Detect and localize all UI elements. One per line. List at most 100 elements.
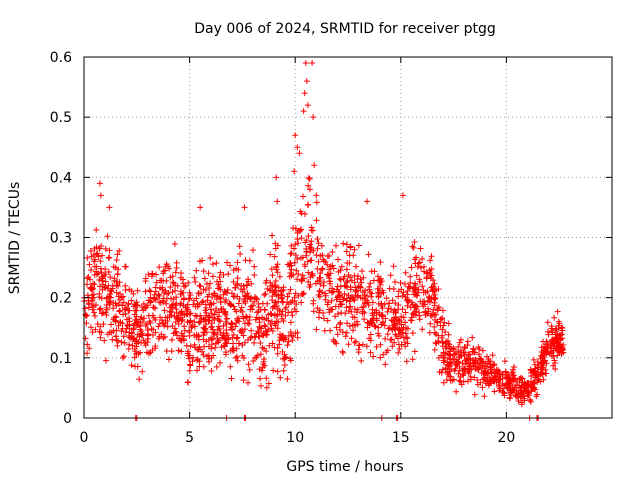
data-point — [119, 354, 126, 361]
data-point — [126, 318, 133, 325]
data-point — [305, 232, 312, 239]
data-point — [90, 309, 97, 316]
data-point — [156, 264, 163, 271]
data-point — [338, 263, 345, 270]
data-point — [307, 281, 314, 288]
data-point — [90, 280, 97, 287]
data-point — [270, 367, 277, 374]
data-point — [97, 323, 104, 330]
data-point — [336, 321, 343, 328]
data-point — [501, 390, 508, 397]
data-point — [146, 287, 153, 294]
outlier-point — [294, 144, 301, 151]
data-point — [357, 276, 364, 283]
data-point — [259, 344, 266, 351]
data-point — [352, 288, 359, 295]
chart-title: Day 006 of 2024, SRMTID for receiver ptg… — [194, 21, 496, 37]
data-point — [345, 292, 352, 299]
data-point — [348, 277, 355, 284]
data-point — [87, 247, 94, 254]
data-point — [337, 267, 344, 274]
data-point — [256, 319, 263, 326]
data-point — [354, 293, 361, 300]
data-point — [234, 259, 241, 266]
data-point — [192, 278, 199, 285]
data-point — [478, 356, 485, 363]
data-point — [403, 358, 410, 365]
data-point — [262, 290, 269, 297]
outlier-point — [97, 192, 104, 199]
data-point — [169, 279, 176, 286]
data-point — [91, 263, 98, 270]
outlier-point — [273, 174, 280, 181]
data-point — [167, 274, 174, 281]
data-point — [220, 322, 227, 329]
data-point — [471, 374, 478, 381]
data-point — [246, 257, 253, 264]
data-point — [315, 240, 322, 247]
data-point — [276, 307, 283, 314]
data-point — [213, 363, 220, 370]
data-point — [178, 317, 185, 324]
data-point — [392, 279, 399, 286]
data-point — [556, 320, 563, 327]
data-point — [192, 344, 199, 351]
data-point — [305, 278, 312, 285]
data-point — [232, 354, 239, 361]
data-point — [316, 274, 323, 281]
data-point — [317, 280, 324, 287]
data-point — [107, 274, 114, 281]
data-point — [346, 259, 353, 266]
data-point — [152, 288, 159, 295]
data-point — [196, 363, 203, 370]
data-point — [377, 354, 384, 361]
data-point — [347, 286, 354, 293]
data-point — [186, 296, 193, 303]
data-point — [518, 375, 525, 382]
data-point — [227, 363, 234, 370]
data-point — [114, 342, 121, 349]
y-tick-label: 0.3 — [50, 231, 72, 247]
y-tick-label: 0.6 — [50, 50, 72, 66]
data-point — [172, 269, 179, 276]
data-point — [120, 311, 127, 318]
data-point — [544, 319, 551, 326]
data-point — [168, 336, 175, 343]
data-point — [502, 369, 509, 376]
data-point — [411, 304, 418, 311]
data-point — [299, 193, 306, 200]
data-point — [267, 310, 274, 317]
data-point — [491, 368, 498, 375]
data-point — [485, 369, 492, 376]
data-point — [500, 389, 507, 396]
data-point — [113, 302, 120, 309]
data-point — [298, 299, 305, 306]
data-point — [324, 253, 331, 260]
data-point — [160, 298, 167, 305]
y-tick-label: 0.1 — [50, 351, 72, 367]
data-point — [333, 296, 340, 303]
data-point — [552, 345, 559, 352]
data-point — [460, 349, 467, 356]
data-point — [105, 255, 112, 262]
data-point — [260, 361, 267, 368]
data-point — [249, 247, 256, 254]
data-point — [94, 320, 101, 327]
data-point — [509, 369, 516, 376]
data-point — [147, 349, 154, 356]
data-point — [470, 362, 477, 369]
data-point — [299, 272, 306, 279]
data-point — [364, 299, 371, 306]
data-point — [324, 317, 331, 324]
data-point — [470, 345, 477, 352]
data-point — [84, 275, 91, 282]
data-point — [365, 251, 372, 258]
data-point — [234, 275, 241, 282]
data-point — [216, 274, 223, 281]
data-point — [290, 245, 297, 252]
data-point — [102, 245, 109, 252]
data-point — [253, 295, 260, 302]
outlier-point — [197, 204, 204, 211]
data-point — [309, 227, 316, 234]
data-point — [445, 343, 452, 350]
